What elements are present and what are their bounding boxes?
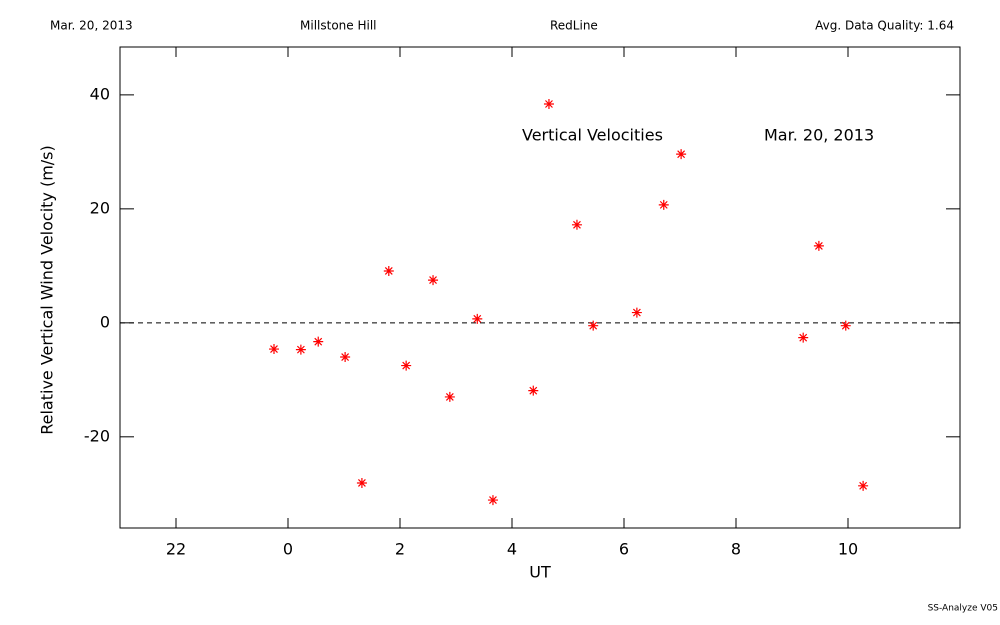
point [472, 313, 483, 324]
point [428, 275, 439, 286]
point [588, 320, 599, 331]
point [444, 391, 455, 402]
footer: SS-Analyze V05 [928, 604, 998, 614]
x-axis-label: UT [529, 563, 551, 582]
header-instrument: RedLine [550, 19, 598, 33]
x-tick-label: 0 [283, 540, 293, 559]
x-tick-label: 6 [619, 540, 629, 559]
header-date: Mar. 20, 2013 [50, 19, 133, 33]
point [356, 477, 367, 488]
x-tick-label: 4 [507, 540, 517, 559]
x-tick-label: 8 [731, 540, 741, 559]
point [528, 385, 539, 396]
point [631, 307, 642, 318]
point [295, 344, 306, 355]
x-tick-label: 22 [166, 540, 186, 559]
point [313, 336, 324, 347]
point [658, 199, 669, 210]
point [401, 360, 412, 371]
point [798, 332, 809, 343]
header-site: Millstone Hill [300, 19, 376, 33]
y-axis-label: Relative Vertical Wind Velocity (m/s) [38, 145, 57, 435]
header-quality: Avg. Data Quality: 1.64 [815, 19, 954, 33]
point [840, 320, 851, 331]
y-tick-label: 0 [100, 312, 110, 331]
plot-frame [119, 46, 961, 529]
x-tick-label: 10 [838, 540, 858, 559]
y-tick-label: -20 [84, 426, 110, 445]
point [571, 219, 582, 230]
point [340, 352, 351, 363]
point [858, 480, 869, 491]
point [676, 149, 687, 160]
point [269, 344, 279, 355]
annotation-title: Vertical Velocities [522, 126, 663, 145]
point [543, 98, 554, 109]
annotation-date: Mar. 20, 2013 [764, 126, 874, 145]
y-tick-label: 20 [90, 198, 110, 217]
point [383, 265, 394, 276]
point [487, 495, 498, 506]
y-tick-label: 40 [90, 84, 110, 103]
x-tick-label: 2 [395, 540, 405, 559]
point [813, 240, 824, 251]
